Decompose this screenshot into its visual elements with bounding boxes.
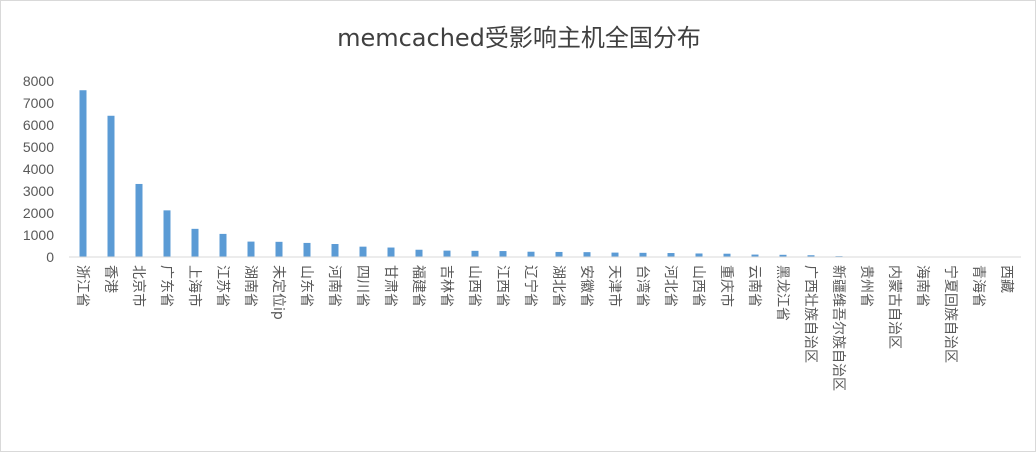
bar [108, 116, 115, 257]
x-tick-label: 浙江省 [74, 265, 90, 307]
bar [640, 253, 647, 257]
x-tick-label: 四川省 [354, 265, 370, 307]
y-tick-label: 8000 [23, 73, 54, 89]
bar [304, 243, 311, 257]
x-tick-label: 天津市 [606, 265, 623, 307]
y-tick-label: 7000 [23, 95, 54, 111]
x-axis: 浙江省香港北京市广东省上海市江苏省湖南省未定位ip 山东省河南省四川省甘肃省福建省… [74, 265, 1014, 391]
x-tick-label: 安徽省 [578, 265, 594, 307]
x-tick-label: 山东省 [298, 265, 314, 307]
x-tick-label: 山西省 [466, 265, 482, 307]
y-tick-label: 6000 [23, 117, 54, 133]
x-tick-label: 湖南省 [242, 265, 258, 307]
x-tick-label: 云南省 [746, 265, 762, 307]
x-tick-label: 辽宁省 [522, 265, 539, 307]
x-tick-label: 河北省 [662, 265, 678, 307]
x-tick-label: 北京市 [130, 265, 147, 307]
bar [164, 210, 171, 257]
y-axis: 0 1000 2000 3000 4000 5000 6000 7000 8000 [23, 73, 54, 265]
x-tick-label: 湖北省 [550, 265, 566, 307]
bar [500, 251, 507, 257]
y-tick-label: 4000 [23, 161, 54, 177]
bar [528, 252, 535, 257]
x-tick-label: 新疆维吾尔族自治区 [830, 265, 846, 391]
bar [248, 242, 255, 257]
bar [192, 229, 199, 257]
x-tick-label: 贵州省 [858, 265, 874, 307]
bar [612, 253, 619, 257]
bar [472, 251, 479, 257]
bar [444, 251, 451, 257]
bar [388, 248, 395, 257]
bar [276, 242, 283, 257]
x-tick-label: 江西省 [494, 265, 510, 307]
x-tick-label: 上海市 [186, 265, 203, 307]
bar [556, 252, 563, 257]
y-tick-label: 0 [46, 249, 54, 265]
x-tick-label: 江苏省 [214, 265, 230, 307]
x-tick-label: 广西壮族自治区 [802, 265, 818, 363]
x-tick-label: 河南省 [326, 265, 342, 307]
x-tick-label: 福建省 [410, 265, 426, 307]
x-tick-label: 内蒙古自治区 [886, 265, 902, 349]
x-tick-label: 重庆市 [718, 265, 735, 307]
bar [416, 250, 423, 257]
bar [668, 253, 675, 257]
x-tick-label: 香港 [102, 265, 118, 293]
x-tick-label: 西藏 [998, 265, 1014, 293]
y-tick-label: 5000 [23, 139, 54, 155]
x-tick-label: 未定位ip [270, 265, 286, 320]
bar [136, 184, 143, 257]
bar [584, 252, 591, 257]
y-tick-label: 2000 [23, 205, 54, 221]
bar [80, 90, 87, 257]
bar [360, 247, 367, 257]
bar [332, 244, 339, 257]
x-tick-label: 甘肃省 [382, 265, 398, 307]
x-tick-label: 黑龙江省 [774, 265, 790, 321]
x-tick-label: 山西省 [690, 265, 706, 307]
x-tick-label: 青海省 [970, 265, 986, 307]
x-tick-label: 海南省 [914, 265, 930, 307]
bar [220, 234, 227, 257]
y-tick-label: 1000 [23, 227, 54, 243]
x-tick-label: 宁夏回族自治区 [942, 265, 959, 363]
x-tick-label: 广东省 [158, 265, 174, 307]
y-tick-label: 3000 [23, 183, 54, 199]
bars [80, 90, 1011, 257]
bar [696, 253, 703, 257]
chart-title: memcached受影响主机全国分布 [337, 24, 701, 52]
x-tick-label: 吉林省 [438, 265, 454, 307]
x-tick-label: 台湾省 [634, 265, 651, 307]
